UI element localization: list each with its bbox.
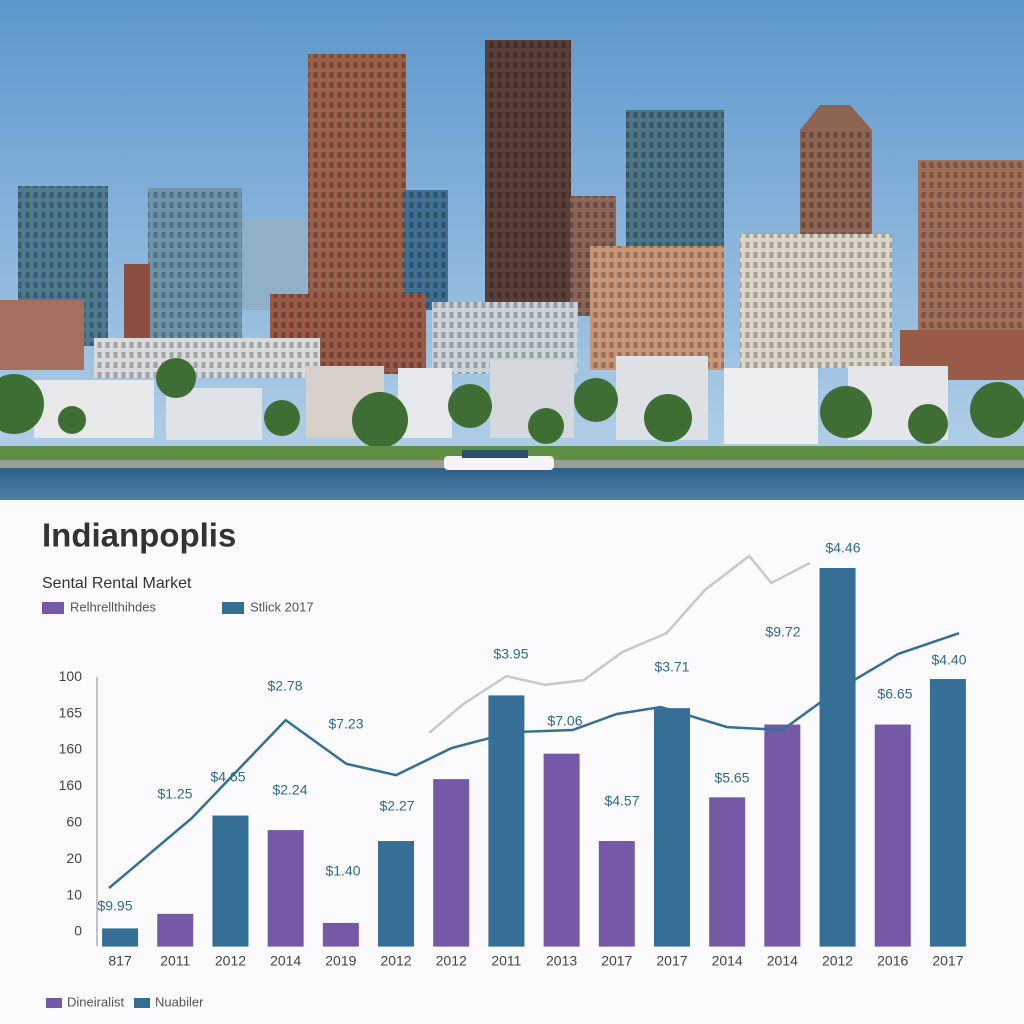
data-annotation: $2.78 (267, 678, 302, 694)
bar (433, 779, 470, 947)
bar (157, 913, 194, 947)
x-tick-label: 2014 (712, 953, 743, 969)
data-annotation: $4.40 (931, 652, 966, 668)
y-tick-label: 160 (59, 741, 83, 757)
bar (267, 830, 304, 947)
x-tick-label: 2011 (160, 953, 190, 969)
x-tick-label: 2019 (325, 953, 356, 969)
data-annotation: $4.65 (210, 769, 245, 785)
x-tick-label: 2012 (380, 953, 411, 969)
legend-label: Nuabiler (155, 994, 204, 1009)
bar (709, 797, 746, 947)
legend-swatch (46, 998, 62, 1008)
data-annotation: $6.65 (877, 686, 912, 702)
legend-label: Dineiralist (67, 994, 124, 1009)
data-annotation: $7.06 (547, 713, 582, 729)
boat (444, 450, 554, 470)
y-tick-label: 20 (66, 850, 82, 866)
x-tick-label: 2016 (877, 953, 908, 969)
data-annotation: $1.25 (157, 786, 192, 802)
data-annotation: $3.95 (493, 646, 528, 662)
bar (322, 922, 359, 947)
y-tick-label: 100 (59, 668, 83, 684)
trees (0, 358, 1024, 448)
city-photo (0, 0, 1024, 500)
data-annotation: $9.72 (765, 624, 800, 640)
y-tick-label: 165 (59, 704, 83, 720)
bar (653, 708, 690, 947)
x-tick-label: 2011 (491, 953, 521, 969)
x-tick-label: 2017 (932, 953, 963, 969)
data-annotation: $5.65 (714, 770, 749, 786)
x-tick-label: 2012 (215, 953, 246, 969)
legend-swatch (134, 998, 150, 1008)
y-tick-label: 10 (66, 886, 82, 902)
x-tick-label: 2017 (656, 953, 687, 969)
data-annotation: $4.57 (604, 793, 639, 809)
data-annotation: $7.23 (328, 716, 363, 732)
x-tick-label: 817 (108, 953, 132, 969)
river (0, 468, 1024, 500)
bar (929, 679, 966, 947)
data-annotation: $2.27 (379, 798, 414, 814)
data-annotation: $2.24 (272, 782, 307, 798)
bar (212, 815, 249, 947)
trend-line (428, 554, 811, 734)
bar (543, 753, 580, 947)
x-tick-label: 2012 (436, 953, 467, 969)
legend-label: Relhrellthihdes (70, 599, 156, 614)
data-annotation: $9.95 (97, 898, 132, 914)
chart-subtitle: Sental Rental Market (42, 575, 192, 592)
bar (102, 928, 139, 947)
x-tick-label: 2012 (822, 953, 853, 969)
data-annotation: $3.71 (654, 659, 689, 675)
y-tick-label: 0 (74, 923, 82, 939)
bar (378, 841, 415, 947)
x-tick-label: 2014 (767, 953, 798, 969)
bar (874, 724, 911, 947)
data-annotation: $4.46 (825, 540, 860, 556)
trend-line (108, 631, 960, 889)
legend-swatch (222, 602, 244, 614)
towers (0, 40, 1024, 380)
bar (598, 841, 635, 947)
bar (764, 724, 801, 947)
bar (819, 568, 856, 947)
y-tick-label: 60 (66, 814, 82, 830)
legend-label: Stlick 2017 (250, 599, 314, 614)
x-tick-label: 2013 (546, 953, 577, 969)
chart-title: Indianpoplis (42, 517, 236, 554)
x-tick-label: 2014 (270, 953, 301, 969)
y-tick-label: 160 (59, 777, 83, 793)
x-tick-label: 2017 (601, 953, 632, 969)
data-annotation: $1.40 (325, 863, 360, 879)
legend-swatch (42, 602, 64, 614)
